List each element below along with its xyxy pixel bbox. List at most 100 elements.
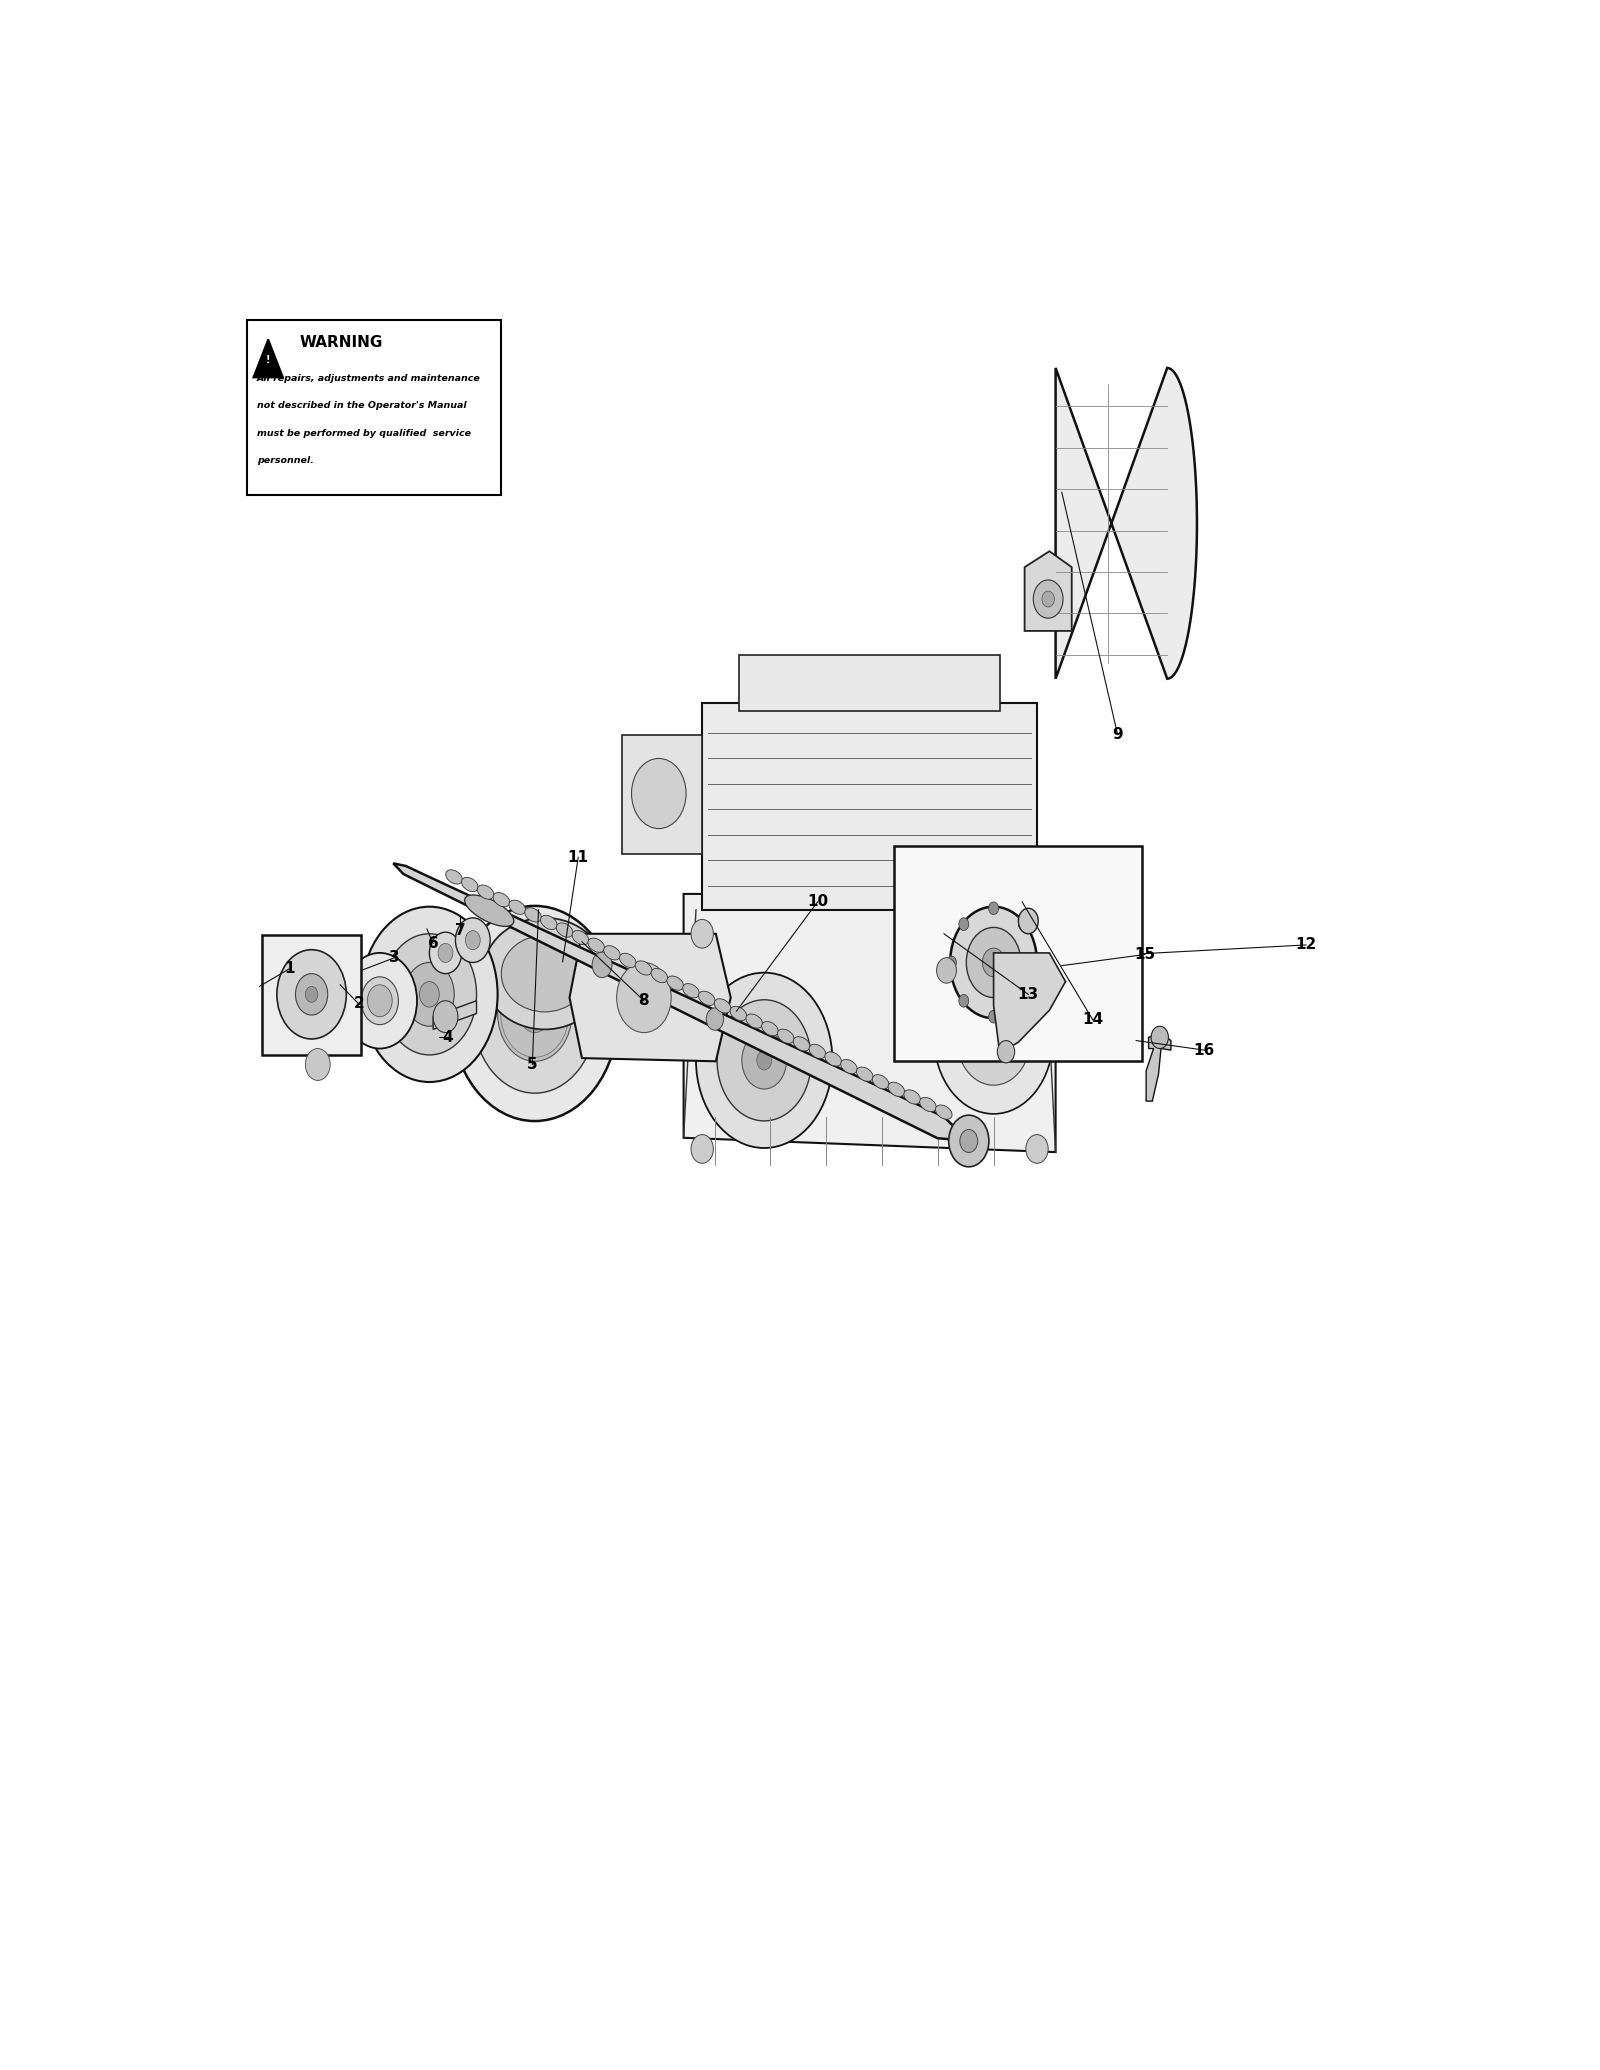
- Circle shape: [960, 1130, 978, 1153]
- Ellipse shape: [573, 932, 589, 944]
- Ellipse shape: [603, 946, 621, 960]
- Text: 2: 2: [354, 996, 365, 1012]
- Polygon shape: [683, 894, 1056, 1153]
- Ellipse shape: [446, 869, 462, 884]
- Ellipse shape: [794, 1037, 810, 1052]
- FancyBboxPatch shape: [246, 321, 501, 495]
- Circle shape: [632, 758, 686, 828]
- FancyBboxPatch shape: [621, 735, 702, 855]
- Text: 8: 8: [638, 994, 650, 1008]
- Circle shape: [1042, 592, 1054, 607]
- Circle shape: [691, 919, 714, 948]
- Ellipse shape: [525, 909, 541, 921]
- Ellipse shape: [483, 917, 606, 1029]
- Circle shape: [520, 994, 550, 1033]
- Ellipse shape: [619, 954, 637, 967]
- Circle shape: [1034, 580, 1062, 619]
- Ellipse shape: [826, 1052, 842, 1066]
- Ellipse shape: [501, 936, 589, 1012]
- Ellipse shape: [557, 923, 573, 938]
- Circle shape: [429, 932, 462, 973]
- Ellipse shape: [840, 1060, 858, 1074]
- Text: 14: 14: [1082, 1012, 1104, 1027]
- Text: 12: 12: [1296, 938, 1317, 952]
- Circle shape: [1026, 1134, 1048, 1163]
- Text: 7: 7: [454, 923, 466, 938]
- Polygon shape: [994, 952, 1066, 1054]
- Text: 13: 13: [1018, 987, 1038, 1002]
- Ellipse shape: [493, 892, 510, 907]
- Polygon shape: [1056, 368, 1197, 679]
- Circle shape: [757, 1052, 771, 1070]
- Ellipse shape: [762, 1021, 778, 1035]
- Circle shape: [306, 987, 318, 1002]
- Text: must be performed by qualified  service: must be performed by qualified service: [258, 428, 470, 437]
- Ellipse shape: [746, 1014, 763, 1029]
- Circle shape: [696, 973, 832, 1149]
- Circle shape: [1026, 919, 1048, 948]
- Circle shape: [997, 1041, 1014, 1062]
- Ellipse shape: [342, 952, 418, 1049]
- Ellipse shape: [451, 907, 619, 1122]
- Ellipse shape: [683, 983, 699, 998]
- Ellipse shape: [587, 938, 605, 952]
- Ellipse shape: [714, 998, 731, 1012]
- Ellipse shape: [541, 915, 557, 929]
- Ellipse shape: [904, 1089, 920, 1103]
- Circle shape: [382, 934, 477, 1056]
- Circle shape: [742, 1031, 787, 1089]
- Circle shape: [592, 952, 611, 977]
- Circle shape: [498, 965, 573, 1062]
- Circle shape: [957, 989, 1030, 1085]
- Circle shape: [1030, 956, 1040, 969]
- Circle shape: [456, 917, 490, 963]
- Ellipse shape: [477, 886, 494, 898]
- Polygon shape: [253, 339, 283, 377]
- Text: 3: 3: [389, 950, 400, 965]
- Text: 4: 4: [443, 1031, 453, 1045]
- Circle shape: [296, 973, 328, 1014]
- Circle shape: [616, 963, 672, 1033]
- Circle shape: [1150, 1027, 1168, 1049]
- Circle shape: [1019, 909, 1038, 934]
- Circle shape: [434, 1000, 458, 1033]
- Polygon shape: [1146, 1033, 1171, 1101]
- Circle shape: [277, 950, 346, 1039]
- Text: 6: 6: [427, 936, 438, 950]
- Text: 10: 10: [806, 894, 829, 909]
- Circle shape: [691, 1134, 714, 1163]
- Text: 11: 11: [568, 851, 589, 865]
- Ellipse shape: [936, 1105, 952, 1120]
- Ellipse shape: [667, 975, 683, 989]
- Ellipse shape: [461, 878, 478, 892]
- FancyBboxPatch shape: [894, 847, 1142, 1062]
- FancyBboxPatch shape: [262, 936, 362, 1056]
- Polygon shape: [394, 863, 970, 1141]
- Text: !: !: [266, 354, 270, 364]
- Text: 9: 9: [1112, 727, 1123, 741]
- Ellipse shape: [699, 992, 715, 1006]
- Text: personnel.: personnel.: [258, 455, 314, 464]
- Circle shape: [979, 1018, 1008, 1056]
- Circle shape: [966, 927, 1021, 998]
- Circle shape: [368, 985, 392, 1016]
- Polygon shape: [702, 702, 1037, 911]
- Ellipse shape: [651, 969, 667, 983]
- Circle shape: [1019, 994, 1029, 1008]
- Circle shape: [982, 948, 1005, 977]
- Circle shape: [958, 917, 968, 932]
- Circle shape: [949, 1116, 989, 1167]
- Circle shape: [362, 907, 498, 1083]
- Circle shape: [306, 1049, 330, 1081]
- Ellipse shape: [464, 894, 514, 927]
- Circle shape: [936, 958, 957, 983]
- Circle shape: [438, 944, 453, 963]
- Circle shape: [989, 903, 998, 915]
- Ellipse shape: [856, 1066, 874, 1081]
- Ellipse shape: [509, 900, 525, 915]
- Ellipse shape: [920, 1097, 936, 1112]
- Text: 1: 1: [285, 960, 294, 977]
- Text: 15: 15: [1134, 946, 1155, 963]
- Circle shape: [950, 907, 1037, 1018]
- Ellipse shape: [810, 1043, 826, 1058]
